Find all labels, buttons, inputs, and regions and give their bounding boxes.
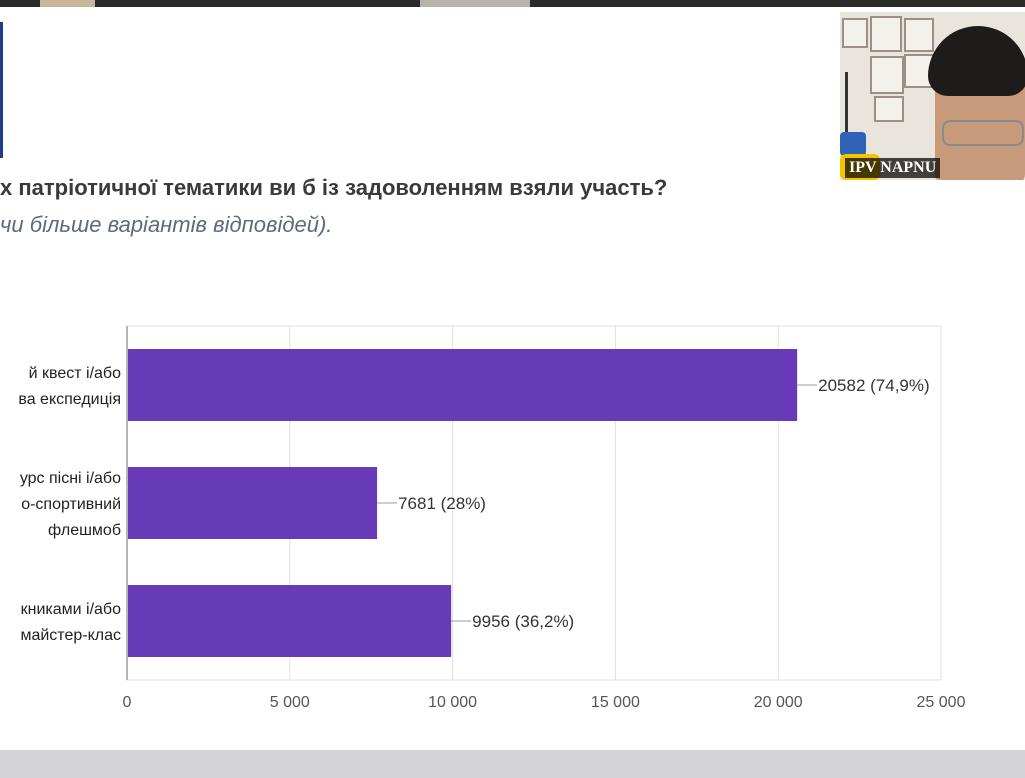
category-label: книками і/або bbox=[21, 601, 121, 618]
category-label: о-спортивний bbox=[21, 496, 121, 513]
x-tick-label: 0 bbox=[123, 694, 132, 711]
category-label: урс пісні і/або bbox=[20, 470, 121, 487]
data-labels: 20582 (74,9%) 7681 (28%) 9956 (36,2%) bbox=[377, 376, 930, 631]
participant-glasses bbox=[942, 120, 1024, 146]
x-tick-label: 5 000 bbox=[270, 694, 310, 711]
x-axis-tick-labels: 0 5 000 10 000 15 000 20 000 25 000 bbox=[123, 694, 966, 711]
participant-thumbnail[interactable] bbox=[420, 0, 530, 7]
x-tick-label: 10 000 bbox=[428, 694, 477, 711]
chart-bars bbox=[128, 349, 798, 657]
webcam-tile[interactable]: IPV NAPNU bbox=[840, 12, 1025, 180]
x-tick-label: 25 000 bbox=[917, 694, 966, 711]
participant-name-label: IPV NAPNU bbox=[845, 158, 941, 178]
flag-blue bbox=[840, 132, 866, 156]
category-label: флешмоб bbox=[48, 522, 121, 539]
category-label: майстер-клас bbox=[20, 627, 121, 644]
wall-frame bbox=[842, 18, 868, 48]
category-label: ва експедиція bbox=[18, 391, 121, 408]
wall-frame bbox=[904, 18, 934, 52]
tripod bbox=[845, 72, 868, 152]
question-title: х патріотичної тематики ви б із задоволе… bbox=[0, 175, 668, 200]
x-tick-label: 15 000 bbox=[591, 694, 640, 711]
participant-thumbnail[interactable] bbox=[40, 0, 95, 7]
data-label: 7681 (28%) bbox=[398, 494, 486, 513]
bar bbox=[128, 349, 798, 421]
wall-frame bbox=[870, 16, 902, 52]
bar bbox=[128, 467, 378, 539]
slide-accent-bar bbox=[0, 22, 3, 158]
bottom-strip bbox=[0, 750, 1025, 778]
data-label: 20582 (74,9%) bbox=[818, 376, 930, 395]
data-label: 9956 (36,2%) bbox=[472, 612, 574, 631]
wall-frame bbox=[874, 96, 904, 122]
category-labels: й квест і/або ва експедиція урс пісні і/аб… bbox=[18, 365, 121, 644]
bar bbox=[128, 585, 452, 657]
x-tick-label: 20 000 bbox=[754, 694, 803, 711]
video-top-strip bbox=[0, 0, 1025, 7]
category-label: й квест і/або bbox=[29, 365, 121, 382]
question-hint: чи більше варіантів відповідей). bbox=[0, 212, 333, 237]
participant-hair bbox=[928, 26, 1025, 96]
wall-frame bbox=[870, 56, 904, 94]
